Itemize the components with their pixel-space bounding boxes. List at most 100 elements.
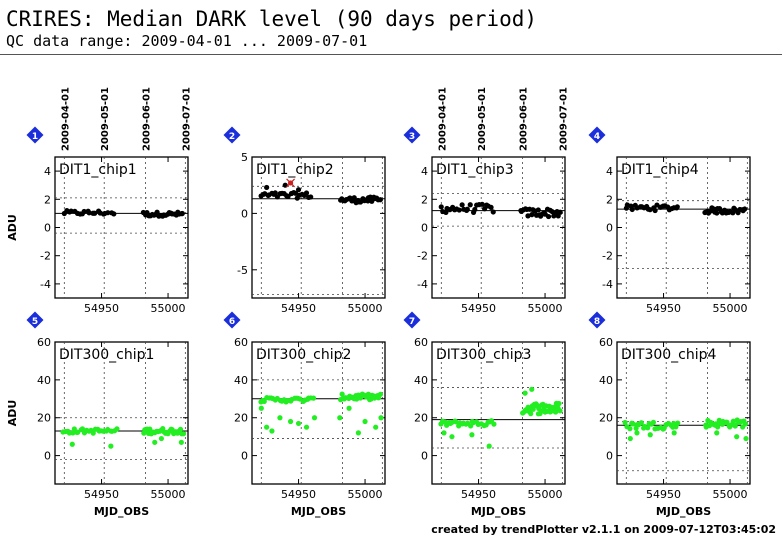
data-point <box>269 428 275 434</box>
data-point <box>652 207 658 214</box>
y-tick-label: 20 <box>234 412 248 425</box>
data-point <box>622 419 628 426</box>
data-point <box>479 201 485 207</box>
date-tick-label: 2009-05-01 <box>100 87 111 151</box>
y-tick-label: -2 <box>40 250 51 263</box>
panel-number: 1 <box>32 132 38 142</box>
data-point <box>556 400 562 407</box>
data-point <box>529 386 535 392</box>
data-point <box>456 207 462 213</box>
y-tick-label: 60 <box>234 336 248 349</box>
data-point <box>647 432 653 438</box>
panel-frame <box>616 156 751 299</box>
data-point <box>303 190 310 196</box>
data-point <box>557 209 563 215</box>
x-axis-label: MJD_OBS <box>94 505 149 518</box>
panel-number-badge <box>223 126 241 144</box>
panel-frame <box>616 341 751 485</box>
data-point <box>277 415 283 421</box>
panel-label: DIT1_chip3 <box>436 162 514 178</box>
data-point <box>630 421 636 427</box>
data-point <box>557 408 563 414</box>
y-tick-label: 2 <box>421 193 428 206</box>
data-point <box>488 204 494 210</box>
y-tick-label: -4 <box>40 278 51 291</box>
y-tick-label: 40 <box>37 374 51 387</box>
panel-number: 5 <box>32 317 38 327</box>
data-point <box>441 430 447 436</box>
data-point <box>351 396 358 402</box>
y-tick-label: 60 <box>599 336 613 349</box>
data-point <box>634 430 640 436</box>
date-tick-label: 2009-07-01 <box>558 87 569 151</box>
data-point <box>742 421 748 427</box>
date-tick-label: 2009-04-01 <box>437 87 448 151</box>
data-point <box>522 390 528 396</box>
y-tick-label: -4 <box>602 278 613 291</box>
data-point <box>180 431 187 437</box>
data-point <box>467 202 473 208</box>
data-point <box>68 208 74 214</box>
x-tick-label: 54950 <box>461 488 496 501</box>
data-point <box>272 190 278 196</box>
x-tick-label: 54950 <box>461 302 496 315</box>
data-point <box>486 443 492 449</box>
x-tick-label: 55000 <box>528 302 563 315</box>
data-point <box>438 204 444 210</box>
panel-number: 4 <box>594 132 600 142</box>
data-point <box>178 439 184 445</box>
data-point <box>638 420 644 426</box>
data-point <box>287 418 294 425</box>
y-tick-label: 0 <box>44 222 51 235</box>
data-point <box>490 209 496 215</box>
data-point <box>295 187 302 193</box>
page-title: CRIRES: Median DARK level (90 days perio… <box>6 7 538 31</box>
x-tick-label: 55000 <box>348 302 383 315</box>
data-point <box>308 194 314 200</box>
data-point <box>311 415 318 421</box>
data-point <box>154 209 160 215</box>
y-tick-label: -5 <box>237 264 248 277</box>
data-point <box>81 208 87 215</box>
data-point <box>355 430 361 436</box>
data-point <box>714 430 720 436</box>
outlier-mark <box>286 178 295 188</box>
data-point <box>351 195 357 201</box>
y-tick-label: 0 <box>241 207 248 220</box>
data-point <box>525 213 531 219</box>
panel-number: 3 <box>409 132 415 142</box>
x-tick-label: 54950 <box>84 302 119 315</box>
data-point <box>675 420 681 426</box>
data-point <box>472 206 478 213</box>
data-point <box>158 435 164 442</box>
panel-label: DIT300_chip3 <box>436 347 531 363</box>
data-point <box>177 426 184 432</box>
y-axis-label: ADU <box>6 400 19 427</box>
panel-label: DIT1_chip1 <box>59 162 137 178</box>
x-tick-label: 54950 <box>281 302 316 315</box>
data-point <box>464 206 470 212</box>
panel-frame <box>251 156 386 299</box>
y-tick-label: 20 <box>599 412 613 425</box>
data-point <box>449 434 455 440</box>
data-point <box>734 434 740 440</box>
data-point <box>366 392 372 398</box>
data-point <box>264 424 270 430</box>
y-tick-label: -2 <box>602 250 613 263</box>
data-point <box>732 423 738 429</box>
data-point <box>627 426 633 432</box>
data-point <box>357 395 364 401</box>
data-point <box>377 391 384 397</box>
data-point <box>378 415 384 421</box>
data-point <box>105 210 111 216</box>
data-point <box>147 426 153 432</box>
x-axis-label: MJD_OBS <box>291 505 346 518</box>
date-tick-label: 2009-07-01 <box>181 87 192 151</box>
x-axis-label: MJD_OBS <box>471 505 526 518</box>
panel-frame <box>431 341 566 485</box>
y-tick-label: 4 <box>421 165 428 178</box>
x-tick-label: 55000 <box>713 302 748 315</box>
data-point <box>715 424 721 430</box>
data-point <box>373 424 379 430</box>
y-tick-label: 2 <box>44 193 51 206</box>
